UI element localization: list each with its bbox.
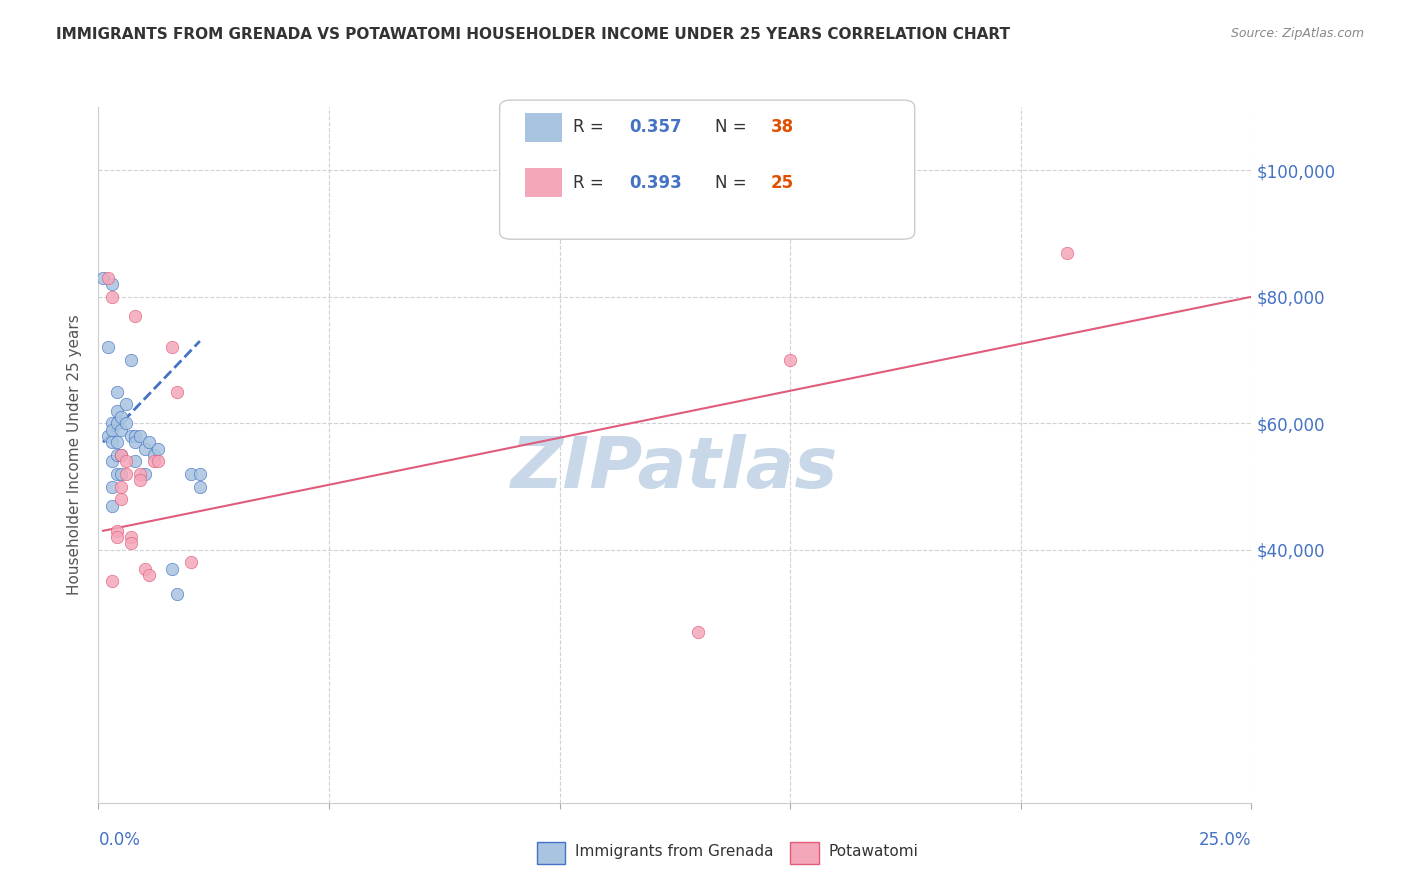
FancyBboxPatch shape: [499, 100, 915, 239]
Point: [110, 423, 132, 437]
Point: [148, 454, 170, 468]
Point: [180, 467, 202, 481]
Point: [105, 435, 128, 450]
Point: [110, 409, 132, 424]
Point: [124, 309, 146, 323]
Point: [101, 290, 124, 304]
Point: [115, 417, 138, 431]
Point: [105, 467, 128, 481]
Point: [101, 277, 124, 292]
Point: [101, 499, 124, 513]
Point: [101, 479, 124, 493]
Point: [120, 530, 142, 544]
Point: [105, 448, 128, 462]
FancyBboxPatch shape: [537, 842, 565, 864]
Point: [188, 479, 211, 493]
Point: [120, 429, 142, 443]
Point: [115, 454, 138, 468]
FancyBboxPatch shape: [524, 112, 562, 142]
Point: [110, 448, 132, 462]
Point: [101, 417, 124, 431]
Text: N =: N =: [716, 174, 752, 192]
Text: Immigrants from Grenada: Immigrants from Grenada: [575, 844, 773, 859]
Point: [166, 384, 188, 399]
Text: IMMIGRANTS FROM GRENADA VS POTAWATOMI HOUSEHOLDER INCOME UNDER 25 YEARS CORRELAT: IMMIGRANTS FROM GRENADA VS POTAWATOMI HO…: [56, 27, 1011, 42]
Point: [115, 467, 138, 481]
Point: [124, 435, 146, 450]
Point: [110, 479, 132, 493]
Text: R =: R =: [574, 174, 609, 192]
Text: 38: 38: [770, 119, 794, 136]
Point: [138, 435, 160, 450]
Point: [101, 454, 124, 468]
Text: 25: 25: [770, 174, 794, 192]
Point: [138, 568, 160, 582]
Text: 25.0%: 25.0%: [1199, 830, 1251, 848]
Text: 0.0%: 0.0%: [98, 830, 141, 848]
Point: [142, 448, 165, 462]
Point: [160, 340, 183, 354]
Point: [101, 435, 124, 450]
Point: [105, 417, 128, 431]
Point: [110, 448, 132, 462]
Point: [97, 429, 120, 443]
Text: R =: R =: [574, 119, 609, 136]
Point: [124, 429, 146, 443]
Point: [97, 270, 120, 285]
Point: [779, 353, 801, 368]
Point: [134, 442, 156, 456]
Text: Potawatomi: Potawatomi: [828, 844, 918, 859]
Text: Source: ZipAtlas.com: Source: ZipAtlas.com: [1230, 27, 1364, 40]
Point: [101, 574, 124, 589]
Point: [110, 492, 132, 507]
Point: [105, 403, 128, 417]
Point: [129, 467, 152, 481]
Point: [120, 536, 142, 550]
Point: [105, 530, 128, 544]
Text: 0.393: 0.393: [628, 174, 682, 192]
Point: [115, 397, 138, 411]
FancyBboxPatch shape: [524, 169, 562, 197]
Point: [101, 423, 124, 437]
Point: [105, 524, 128, 538]
Point: [686, 625, 709, 640]
Point: [142, 454, 165, 468]
Point: [134, 562, 156, 576]
Point: [148, 442, 170, 456]
Point: [124, 454, 146, 468]
Text: N =: N =: [716, 119, 752, 136]
Point: [105, 384, 128, 399]
Point: [1056, 245, 1078, 260]
Point: [160, 562, 183, 576]
Y-axis label: Householder Income Under 25 years: Householder Income Under 25 years: [67, 315, 83, 595]
Point: [134, 467, 156, 481]
Point: [129, 429, 152, 443]
Point: [91, 270, 114, 285]
Text: 0.357: 0.357: [628, 119, 682, 136]
Point: [97, 340, 120, 354]
Point: [188, 467, 211, 481]
Point: [166, 587, 188, 601]
Point: [180, 556, 202, 570]
Point: [129, 473, 152, 487]
FancyBboxPatch shape: [790, 842, 818, 864]
Point: [110, 467, 132, 481]
Text: ZIPatlas: ZIPatlas: [512, 434, 838, 503]
Point: [120, 353, 142, 368]
